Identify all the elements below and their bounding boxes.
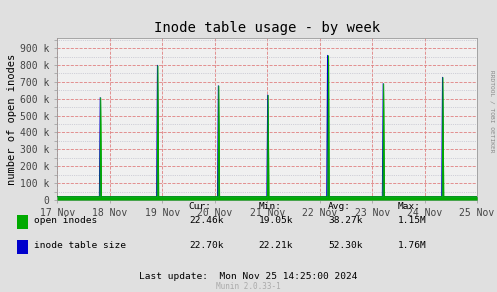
Text: open inodes: open inodes [34,216,97,225]
Text: 1.15M: 1.15M [398,216,426,225]
Text: Max:: Max: [398,202,420,211]
Title: Inode table usage - by week: Inode table usage - by week [154,21,380,35]
Text: 1.76M: 1.76M [398,241,426,250]
Text: inode table size: inode table size [34,241,126,250]
Text: Avg:: Avg: [328,202,351,211]
Y-axis label: number of open inodes: number of open inodes [7,53,17,185]
Text: RRDTOOL / TOBI OETIKER: RRDTOOL / TOBI OETIKER [490,70,495,152]
Text: 19.05k: 19.05k [258,216,293,225]
Text: 52.30k: 52.30k [328,241,362,250]
Text: 38.27k: 38.27k [328,216,362,225]
Text: Munin 2.0.33-1: Munin 2.0.33-1 [216,281,281,291]
Text: 22.46k: 22.46k [189,216,223,225]
Text: 22.70k: 22.70k [189,241,223,250]
Text: 22.21k: 22.21k [258,241,293,250]
Text: Last update:  Mon Nov 25 14:25:00 2024: Last update: Mon Nov 25 14:25:00 2024 [139,272,358,281]
Text: Min:: Min: [258,202,281,211]
Text: Cur:: Cur: [189,202,212,211]
